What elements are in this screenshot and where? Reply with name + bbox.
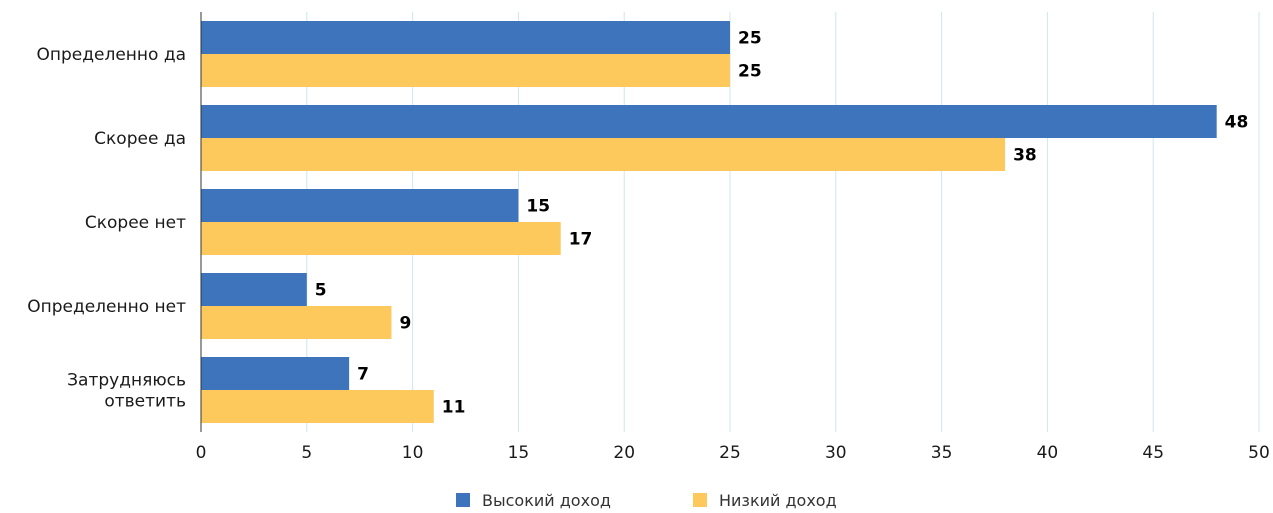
category-label: Скорее да bbox=[94, 129, 186, 149]
bar bbox=[201, 105, 1217, 138]
bar bbox=[201, 189, 519, 222]
data-label: 5 bbox=[315, 281, 327, 301]
category-label: Определенно нет bbox=[27, 297, 186, 317]
legend-swatch bbox=[456, 493, 470, 507]
x-tick-label: 15 bbox=[508, 443, 530, 463]
x-tick-label: 5 bbox=[301, 443, 312, 463]
category-label: Определенно да bbox=[37, 45, 187, 65]
x-tick-labels: 0 5 10 15 20 25 30 35 40 45 50 bbox=[196, 443, 1270, 463]
x-tick-label: 45 bbox=[1142, 443, 1164, 463]
bars bbox=[201, 21, 1217, 423]
bar bbox=[201, 222, 561, 255]
data-label: 15 bbox=[526, 197, 550, 217]
bar bbox=[201, 54, 730, 87]
legend-label: Высокий доход bbox=[482, 491, 611, 510]
legend-label: Низкий доход bbox=[719, 491, 837, 510]
x-tick-label: 20 bbox=[613, 443, 635, 463]
data-label: 48 bbox=[1225, 113, 1249, 133]
data-label: 25 bbox=[738, 62, 762, 82]
bar bbox=[201, 138, 1006, 171]
x-tick-label: 10 bbox=[402, 443, 424, 463]
data-label: 17 bbox=[569, 230, 593, 250]
bar bbox=[201, 273, 307, 306]
category-label: Затрудняюсь ответить bbox=[67, 371, 186, 412]
data-label: 11 bbox=[442, 398, 466, 418]
bar bbox=[201, 306, 392, 339]
bar bbox=[201, 390, 434, 423]
legend: Высокий доход Низкий доход bbox=[456, 491, 837, 510]
data-label: 38 bbox=[1013, 146, 1037, 166]
bar bbox=[201, 357, 350, 390]
legend-swatch bbox=[693, 493, 707, 507]
data-label: 25 bbox=[738, 29, 762, 49]
bar bbox=[201, 21, 730, 54]
category-labels: Определенно да Скорее да Скорее нет Определ… bbox=[27, 45, 186, 412]
x-tick-label: 0 bbox=[196, 443, 207, 463]
x-tick-label: 25 bbox=[719, 443, 741, 463]
x-tick-label: 30 bbox=[825, 443, 847, 463]
x-tick-label: 35 bbox=[931, 443, 953, 463]
x-tick-label: 40 bbox=[1037, 443, 1059, 463]
data-label: 7 bbox=[357, 365, 369, 385]
data-label: 9 bbox=[399, 314, 411, 334]
category-label: Скорее нет bbox=[85, 213, 186, 233]
x-tick-label: 50 bbox=[1248, 443, 1270, 463]
data-labels: 25 25 48 38 15 17 5 9 7 11 bbox=[315, 29, 1249, 418]
